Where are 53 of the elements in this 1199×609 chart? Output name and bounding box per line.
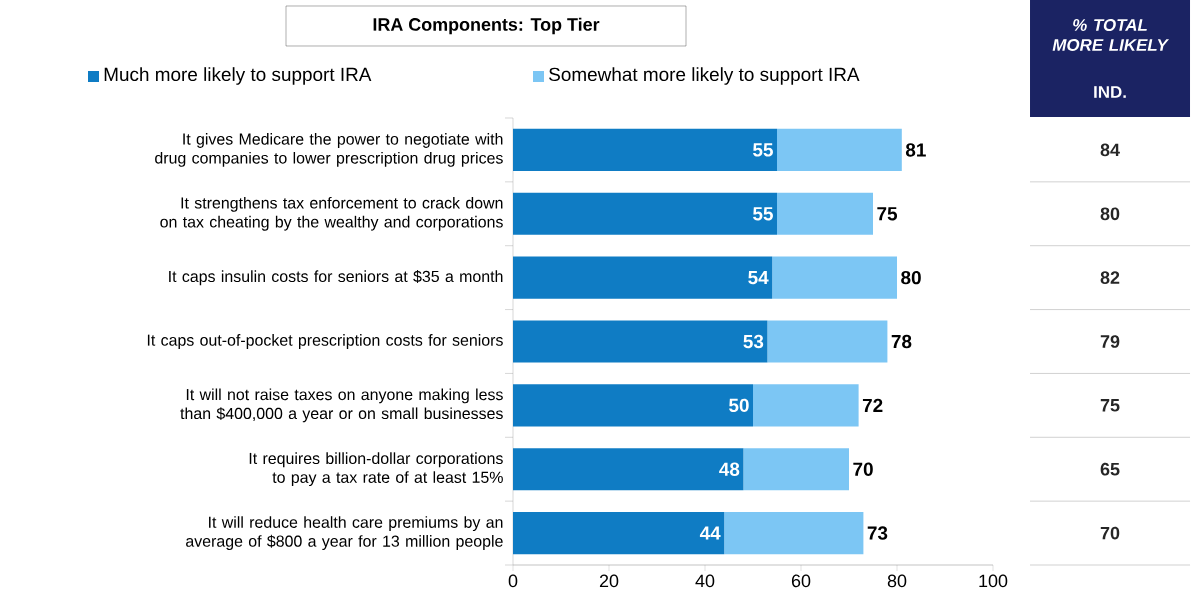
y-tick-label: It gives Medicare the power to negotiate with drug companies to lower prescription drug prices [155,133,503,167]
y-tick-label: It will reduce health care premiums by an average of $800 a year for 13 million people [186,516,503,550]
chart-title: IRA Components: Top Tier [373,17,600,35]
total-label: 78 [891,334,912,349]
x-tick-label: 40 [695,574,715,588]
total-label: 72 [862,398,883,412]
text: 75 [1100,399,1120,412]
x-tick-label: 80 [887,574,907,588]
data-label: 54 [748,271,769,285]
text: 80 [1100,207,1120,221]
y-tick-label: It will not raise taxes on anyone making less than $400,000 a year or on small businesses [180,388,503,423]
data-label: 48 [719,462,740,476]
bar [513,384,753,427]
bar [743,448,849,491]
x-tick-label: 20 [599,574,619,588]
bar [513,256,773,299]
data-label: 44 [699,526,721,540]
text: IND. [1094,86,1126,98]
bar [513,128,777,171]
text: 84 [1100,143,1120,157]
bar [772,256,897,299]
text: 65 [1100,462,1120,476]
total-label: 75 [877,207,898,221]
data-label: 53 [743,334,764,349]
y-tick-label: It requires billion-dollar corporations to pay a tax rate of at least 15% [249,452,503,487]
legend-label: Much more likely to support IRA [104,67,372,85]
bar [513,192,777,235]
text: % TOTAL MORE LIKELY [1052,19,1170,51]
bar [777,128,902,171]
text: 82 [1100,271,1120,284]
total-label: 80 [901,270,921,285]
y-tick-label: It caps out-of-pocket prescription costs for seniors [147,334,503,349]
data-label: 55 [753,207,773,221]
bar [724,512,864,555]
x-tick-label: 100 [979,574,1008,588]
bar [777,192,873,235]
x-tick-label: 60 [791,574,811,588]
total-label: 81 [905,143,926,157]
data-label: 50 [729,398,749,413]
text: 70 [1100,526,1120,540]
legend-label: Somewhat more likely to support IRA [549,67,860,85]
bar [513,512,725,555]
total-label: 70 [853,462,873,476]
x-tick-label: 0 [508,574,518,588]
total-label: 73 [867,526,888,540]
bar [753,384,859,427]
text: 79 [1100,335,1120,348]
y-tick-label: It strengthens tax enforcement to crack down on tax cheating by the wealthy and corporations [160,196,503,231]
bar [513,320,768,363]
y-tick-label: It caps insulin costs for seniors at $35 a month [169,270,503,286]
data-label: 55 [753,143,773,157]
bar [513,448,744,491]
bar [767,320,888,363]
